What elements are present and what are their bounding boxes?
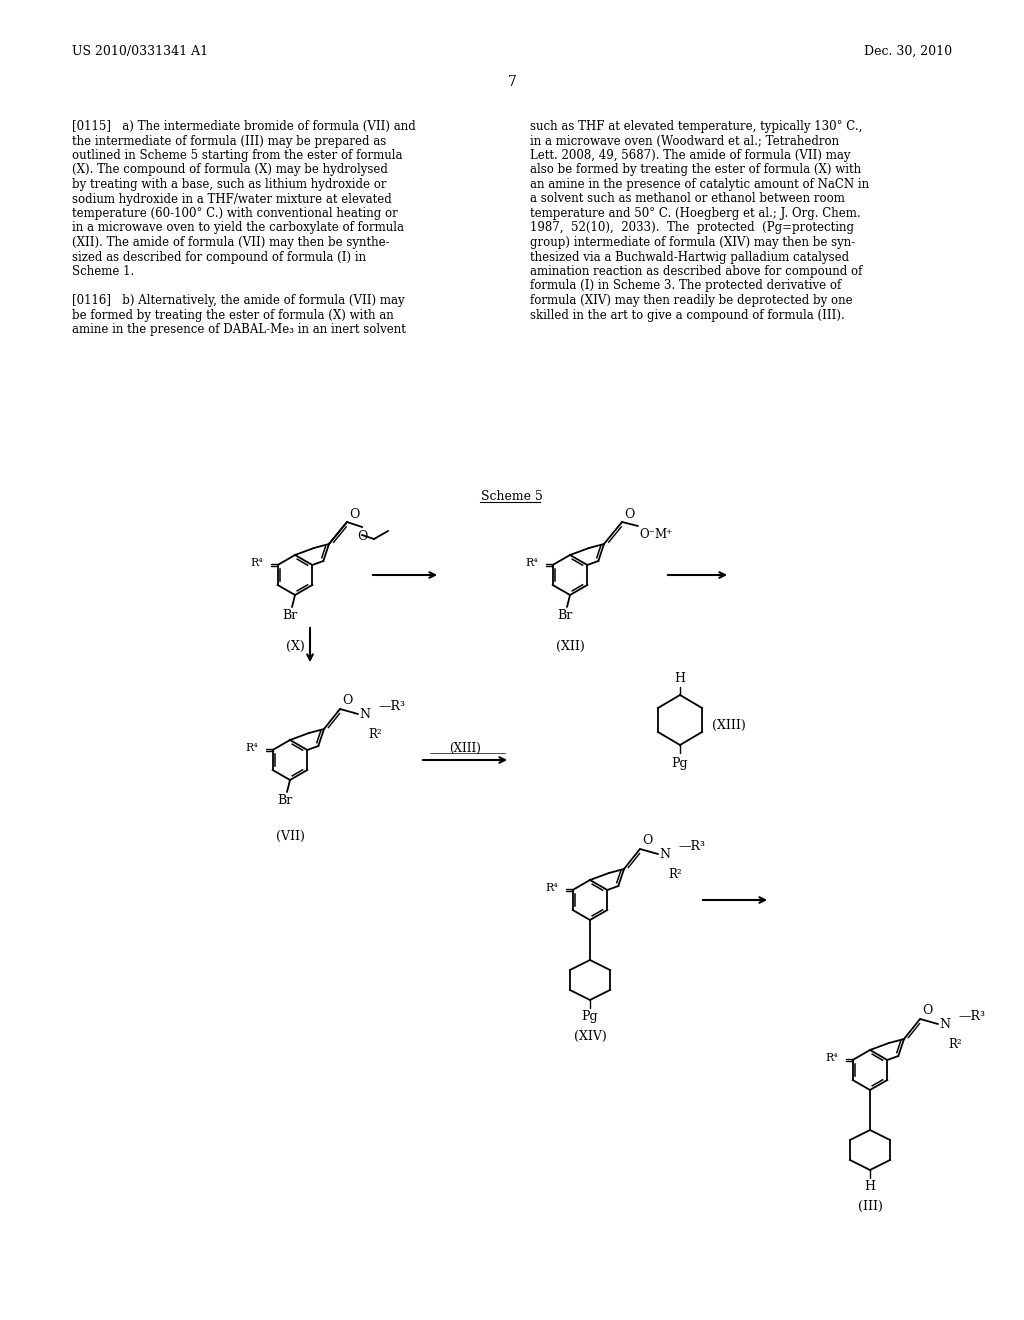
Text: be formed by treating the ester of formula (X) with an: be formed by treating the ester of formu… (72, 309, 394, 322)
Text: N: N (359, 708, 370, 721)
Text: US 2010/0331341 A1: US 2010/0331341 A1 (72, 45, 208, 58)
Text: Pg: Pg (582, 1010, 598, 1023)
Text: amine in the presence of DABAL-Me₃ in an inert solvent: amine in the presence of DABAL-Me₃ in an… (72, 323, 406, 337)
Text: R⁴: R⁴ (246, 743, 258, 752)
Text: such as THF at elevated temperature, typically 130° C.,: such as THF at elevated temperature, typ… (530, 120, 862, 133)
Text: sized as described for compound of formula (I) in: sized as described for compound of formu… (72, 251, 367, 264)
Text: Br: Br (278, 795, 293, 807)
Text: (XIV): (XIV) (573, 1030, 606, 1043)
Text: R⁴: R⁴ (250, 558, 263, 568)
Text: (XII). The amide of formula (VII) may then be synthe-: (XII). The amide of formula (VII) may th… (72, 236, 389, 249)
Text: R⁴: R⁴ (525, 558, 538, 568)
Text: R²: R² (948, 1038, 962, 1051)
Text: (X): (X) (286, 640, 304, 653)
Text: by treating with a base, such as lithium hydroxide or: by treating with a base, such as lithium… (72, 178, 386, 191)
Text: —R³: —R³ (958, 1011, 985, 1023)
Text: N: N (939, 1018, 950, 1031)
Text: (VII): (VII) (275, 830, 304, 843)
Text: temperature (60-100° C.) with conventional heating or: temperature (60-100° C.) with convention… (72, 207, 397, 220)
Text: amination reaction as described above for compound of: amination reaction as described above fo… (530, 265, 862, 279)
Text: O: O (356, 531, 368, 543)
Text: Scheme 5: Scheme 5 (481, 490, 543, 503)
Text: (XIII): (XIII) (450, 742, 481, 755)
Text: formula (I) in Scheme 3. The protected derivative of: formula (I) in Scheme 3. The protected d… (530, 280, 842, 293)
Text: in a microwave oven to yield the carboxylate of formula: in a microwave oven to yield the carboxy… (72, 222, 404, 235)
Text: 7: 7 (508, 75, 516, 88)
Text: O: O (624, 507, 635, 520)
Text: O: O (642, 833, 652, 846)
Text: Pg: Pg (672, 756, 688, 770)
Text: thesized via a Buchwald-Hartwig palladium catalysed: thesized via a Buchwald-Hartwig palladiu… (530, 251, 849, 264)
Text: [0115]   a) The intermediate bromide of formula (VII) and: [0115] a) The intermediate bromide of fo… (72, 120, 416, 133)
Text: temperature and 50° C. (Hoegberg et al.; J. Org. Chem.: temperature and 50° C. (Hoegberg et al.;… (530, 207, 860, 220)
Text: a solvent such as methanol or ethanol between room: a solvent such as methanol or ethanol be… (530, 193, 845, 206)
Text: M⁺: M⁺ (654, 528, 672, 541)
Text: O: O (349, 507, 359, 520)
Text: N: N (659, 847, 670, 861)
Text: Br: Br (557, 609, 572, 622)
Text: R²: R² (368, 729, 382, 741)
Text: sodium hydroxide in a THF/water mixture at elevated: sodium hydroxide in a THF/water mixture … (72, 193, 392, 206)
Text: R⁴: R⁴ (825, 1053, 838, 1063)
Text: H: H (864, 1180, 876, 1193)
Text: O: O (342, 693, 352, 706)
Text: (XII): (XII) (556, 640, 585, 653)
Text: Scheme 1.: Scheme 1. (72, 265, 134, 279)
Text: outlined in Scheme 5 starting from the ester of formula: outlined in Scheme 5 starting from the e… (72, 149, 402, 162)
Text: O⁻: O⁻ (639, 528, 655, 541)
Text: group) intermediate of formula (XIV) may then be syn-: group) intermediate of formula (XIV) may… (530, 236, 855, 249)
Text: R²: R² (668, 869, 682, 880)
Text: Lett. 2008, 49, 5687). The amide of formula (VII) may: Lett. 2008, 49, 5687). The amide of form… (530, 149, 851, 162)
Text: (XIII): (XIII) (712, 718, 745, 731)
Text: 1987,  52(10),  2033).  The  protected  (Pg=protecting: 1987, 52(10), 2033). The protected (Pg=p… (530, 222, 854, 235)
Text: formula (XIV) may then readily be deprotected by one: formula (XIV) may then readily be deprot… (530, 294, 853, 308)
Text: (X). The compound of formula (X) may be hydrolysed: (X). The compound of formula (X) may be … (72, 164, 388, 177)
Text: also be formed by treating the ester of formula (X) with: also be formed by treating the ester of … (530, 164, 861, 177)
Text: —R³: —R³ (378, 701, 406, 714)
Text: Dec. 30, 2010: Dec. 30, 2010 (864, 45, 952, 58)
Text: in a microwave oven (Woodward et al.; Tetrahedron: in a microwave oven (Woodward et al.; Te… (530, 135, 839, 148)
Text: (III): (III) (857, 1200, 883, 1213)
Text: R⁴: R⁴ (545, 883, 558, 894)
Text: the intermediate of formula (III) may be prepared as: the intermediate of formula (III) may be… (72, 135, 386, 148)
Text: [0116]   b) Alternatively, the amide of formula (VII) may: [0116] b) Alternatively, the amide of fo… (72, 294, 404, 308)
Text: —R³: —R³ (678, 841, 705, 854)
Text: Br: Br (283, 609, 298, 622)
Text: O: O (922, 1003, 933, 1016)
Text: an amine in the presence of catalytic amount of NaCN in: an amine in the presence of catalytic am… (530, 178, 869, 191)
Text: skilled in the art to give a compound of formula (III).: skilled in the art to give a compound of… (530, 309, 845, 322)
Text: H: H (675, 672, 685, 685)
